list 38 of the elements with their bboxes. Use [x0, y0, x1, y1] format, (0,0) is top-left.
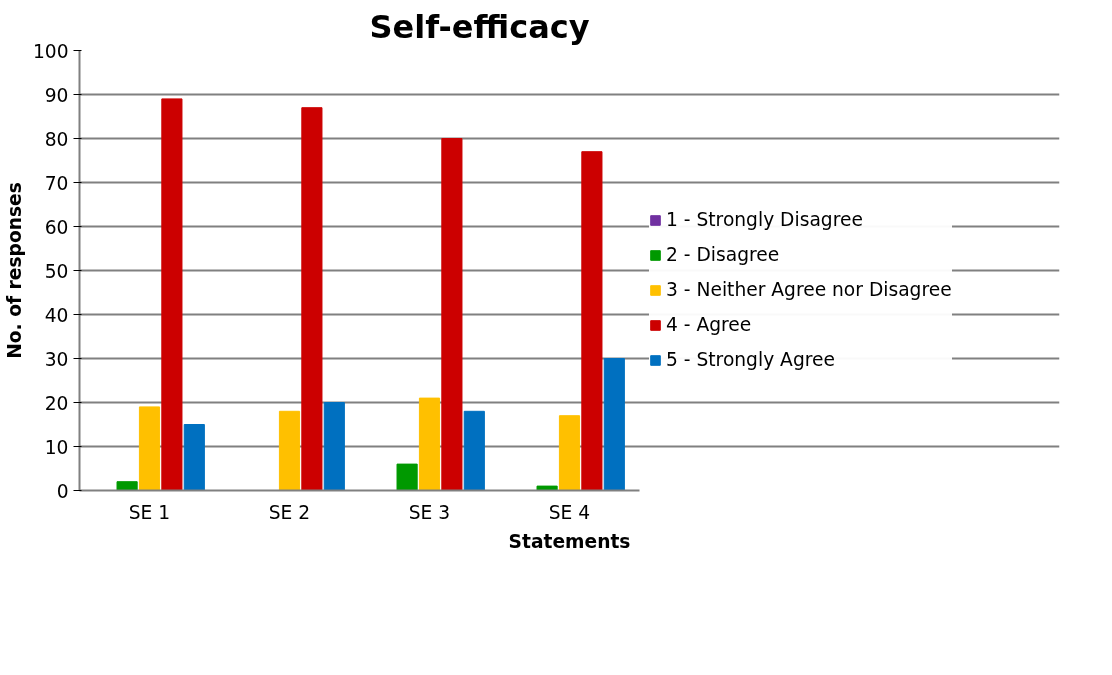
y-tick-label: 0	[56, 480, 69, 502]
y-tick-label: 40	[44, 304, 69, 326]
bar	[278, 410, 301, 491]
bar	[161, 98, 183, 491]
bar	[603, 358, 625, 491]
y-tick-label: 60	[44, 216, 69, 238]
bar	[463, 410, 485, 491]
x-tick-label: SE 1	[128, 501, 171, 523]
bar	[301, 107, 323, 491]
bar	[441, 138, 463, 491]
bar	[323, 402, 345, 491]
bar	[183, 424, 205, 491]
bar	[558, 415, 581, 491]
y-tick-label: 30	[44, 348, 69, 370]
y-tick-label: 70	[44, 172, 69, 194]
bar	[418, 397, 441, 491]
bar	[536, 485, 558, 491]
y-tick-label: 80	[44, 128, 69, 150]
x-axis-title: Statements	[508, 530, 631, 552]
legend-label: 2 - Disagree	[666, 244, 780, 265]
bar	[581, 151, 603, 491]
legend-label: 3 - Neither Agree nor Disagree	[666, 279, 952, 300]
bar	[138, 406, 161, 491]
y-tick-label: 20	[44, 392, 69, 414]
bar	[396, 463, 418, 491]
y-tick-label: 10	[44, 436, 69, 458]
x-tick-label: SE 2	[268, 501, 311, 523]
legend-label: 5 - Strongly Agree	[666, 349, 835, 370]
bar	[116, 481, 138, 491]
legend-label: 1 - Strongly Disagree	[666, 209, 863, 230]
chart-title: Self-efficacy	[369, 7, 590, 46]
y-tick-label: 100	[32, 40, 69, 62]
legend-label: 4 - Agree	[666, 314, 752, 335]
x-tick-label: SE 4	[548, 501, 591, 523]
y-axis-title: No. of responses	[3, 182, 25, 359]
y-tick-label: 90	[44, 84, 69, 106]
y-tick-label: 50	[44, 260, 69, 282]
x-tick-label: SE 3	[408, 501, 451, 523]
